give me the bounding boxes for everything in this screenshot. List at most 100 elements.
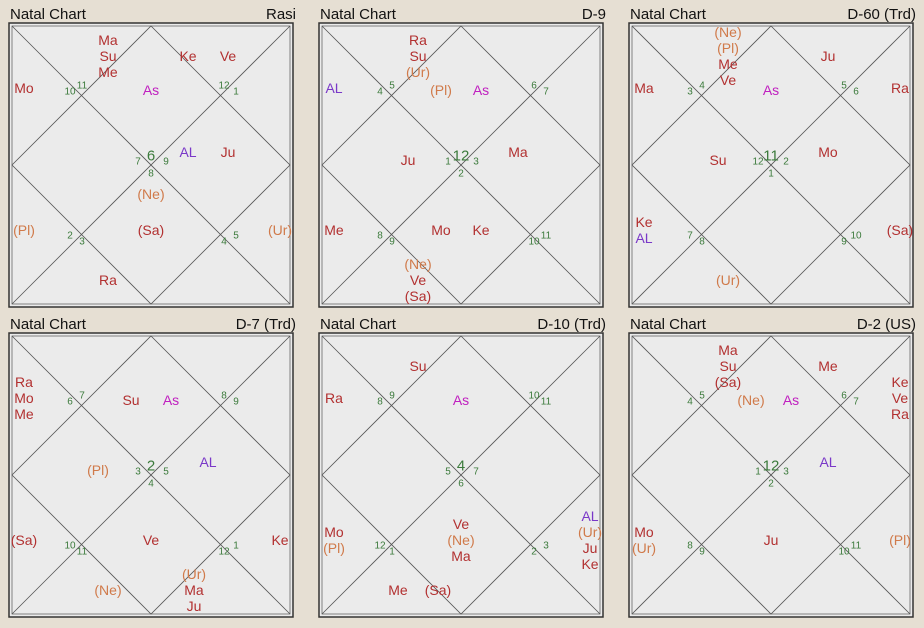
house-sign-number: 10	[528, 236, 540, 248]
planet-label: Ju	[582, 540, 598, 556]
planet-label: Ve	[891, 390, 909, 406]
center-diamond	[11, 335, 291, 615]
planet-label: (Ne)	[447, 532, 475, 548]
house-sign-number: 10	[838, 546, 850, 558]
house-sign-number: 12	[374, 540, 386, 552]
north-indian-chart: 12 1 2 3 4 5 6 7 8 9 10 11 (Ne) As Ma Su (Sa) Mo (Ur) Ju (Pl…	[628, 332, 920, 618]
house-sign-number: 5	[841, 80, 847, 92]
house-sign-number: 1	[233, 540, 239, 552]
panel-title: Natal Chart	[320, 316, 396, 333]
house-sign-number: 4	[687, 396, 693, 408]
house-sign-number: 4	[699, 80, 705, 92]
ascendant-sign-number: 12	[762, 457, 780, 475]
north-indian-chart: 11 12 1 2 3 4 5 6 7 8 9 10 As (Ne) (Pl) Me Ve Ma Su Ke AL (Ur…	[628, 22, 920, 308]
planet-label: (Ur)	[715, 272, 741, 288]
chart-panel: Natal Chart D-7 (Trd) 2 3 4 5 6 7 8 9 10 11 12 1 Su As R…	[8, 312, 300, 618]
house-sign-number: 12	[218, 80, 230, 92]
planet-label: As	[452, 392, 470, 408]
planet-label: Me	[98, 64, 118, 80]
house-sign-number: 4	[148, 478, 154, 490]
panel-title: Natal Chart	[630, 316, 706, 333]
diagonal-line	[631, 335, 911, 615]
diagonal-line	[631, 25, 911, 305]
house-sign-number: 4	[221, 236, 227, 248]
house-sign-number: 3	[135, 466, 141, 478]
planet-label: (Pl)	[889, 532, 911, 548]
center-diamond	[321, 335, 601, 615]
chart-lines	[628, 22, 914, 308]
panel-title: Natal Chart	[320, 6, 396, 23]
planet-label: Ma	[98, 32, 118, 48]
house-sign-number: 2	[768, 478, 774, 490]
planet-label: Me	[718, 56, 738, 72]
planet-label: Mo	[14, 390, 34, 406]
planet-label: As	[782, 392, 800, 408]
house-sign-number: 10	[850, 230, 862, 242]
planet-label: (Sa)	[404, 288, 432, 304]
chart-panel: Natal Chart Rasi 6 7 8 9 10 11 12 1 2 3 4 5 As Ma Su Me Mo…	[8, 2, 300, 308]
planet-label: (Pl)	[87, 462, 109, 478]
planet-label: (Pl)	[717, 40, 739, 56]
panel-title: Natal Chart	[10, 6, 86, 23]
diagonal-line	[321, 25, 601, 305]
chart-panel: Natal Chart D-2 (US) 12 1 2 3 4 5 6 7 8 9 10 11 (Ne) As…	[628, 312, 920, 618]
planet-label: Ve	[409, 272, 427, 288]
planet-label: Mo	[324, 524, 344, 540]
planet-label: AL	[819, 454, 837, 470]
panel-variant: D-2 (US)	[856, 316, 916, 333]
house-sign-number: 7	[687, 230, 693, 242]
planet-label: Su	[409, 358, 427, 374]
planet-label: Ju	[820, 48, 836, 64]
planet-label: AL	[635, 230, 653, 246]
ascendant-sign-number: 12	[452, 147, 470, 165]
north-indian-chart: 2 3 4 5 6 7 8 9 10 11 12 1 Su As Ra Mo Me (Pl) (Sa) (Ne) Ve (…	[8, 332, 300, 618]
center-diamond	[11, 25, 291, 305]
planet-label: (Ne)	[714, 24, 742, 40]
house-sign-number: 2	[458, 168, 464, 180]
house-sign-number: 2	[67, 230, 73, 242]
planet-label: Ra	[15, 374, 33, 390]
house-sign-number: 6	[458, 478, 464, 490]
house-sign-number: 1	[233, 86, 239, 98]
planet-label: (Sa)	[424, 582, 452, 598]
north-indian-chart: 12 1 2 3 4 5 6 7 8 9 10 11 (Pl) As Ra Su (Ur) AL Ju Me (Ne) V…	[318, 22, 610, 308]
chart-lines	[8, 332, 294, 618]
planet-label: Ma	[451, 548, 471, 564]
house-sign-number: 5	[163, 466, 169, 478]
planet-label: Mo	[431, 222, 451, 238]
house-sign-number: 8	[148, 168, 154, 180]
planet-label: Su	[719, 358, 737, 374]
house-sign-number: 3	[473, 156, 479, 168]
house-sign-number: 7	[135, 156, 141, 168]
planet-label: Ke	[891, 374, 909, 390]
planet-label: Su	[409, 48, 427, 64]
planet-label: Mo	[14, 80, 34, 96]
panel-variant: D-10 (Trd)	[537, 316, 606, 333]
planet-label: Ma	[184, 582, 204, 598]
planet-label: Ra	[409, 32, 427, 48]
planet-label: (Ur)	[631, 540, 657, 556]
center-diamond	[631, 335, 911, 615]
chart-panel: Natal Chart D-60 (Trd) 11 12 1 2 3 4 5 6 7 8 9 10 As (N…	[628, 2, 920, 308]
center-diamond	[321, 25, 601, 305]
house-sign-number: 12	[218, 546, 230, 558]
planet-label: Ma	[508, 144, 528, 160]
planet-label: Ju	[763, 532, 779, 548]
house-sign-number: 6	[67, 396, 73, 408]
planet-label: (Pl)	[430, 82, 452, 98]
planet-label: Ke	[472, 222, 490, 238]
planet-label: Su	[709, 152, 727, 168]
house-sign-number: 9	[389, 236, 395, 248]
planet-label: (Ne)	[404, 256, 432, 272]
house-sign-number: 9	[841, 236, 847, 248]
house-sign-number: 9	[699, 546, 705, 558]
house-sign-number: 11	[540, 230, 552, 242]
panel-variant: D-60 (Trd)	[847, 6, 916, 23]
planet-label: Mo	[818, 144, 838, 160]
house-sign-number: 6	[531, 80, 537, 92]
house-sign-number: 11	[850, 540, 862, 552]
house-sign-number: 8	[377, 396, 383, 408]
planet-label: Ke	[271, 532, 289, 548]
house-sign-number: 6	[853, 86, 859, 98]
house-sign-number: 2	[783, 156, 789, 168]
